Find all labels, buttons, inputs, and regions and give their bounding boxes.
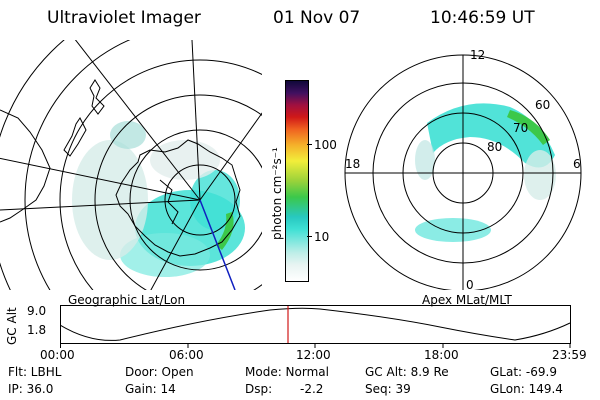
mlat-label-60: 60 <box>535 98 550 112</box>
mode-status: Mode: Normal <box>245 365 329 379</box>
header-time: 10:46:59 UT <box>430 8 535 28</box>
mlat-label-70: 70 <box>513 121 528 135</box>
mlt-label-12: 12 <box>470 48 485 62</box>
altitude-ytick-max: 9.0 <box>27 304 47 318</box>
mlt-label-0: 0 <box>466 278 474 290</box>
altitude-plot <box>60 305 571 348</box>
altitude-ylabel: GC Alt <box>5 307 19 345</box>
mlt-label-6: 6 <box>573 157 581 171</box>
latitude-circles <box>0 40 262 290</box>
xtick-0000: 00:00 <box>40 348 75 362</box>
header-date: 01 Nov 07 <box>273 8 361 28</box>
altitude-ytick-min: 1.8 <box>27 323 47 337</box>
colorbar-label-10: 10 <box>314 230 330 244</box>
magnetic-polar-map: 12 18 6 0 60 70 80 <box>344 48 582 290</box>
xtick-1800: 18:00 <box>424 348 459 362</box>
glon-status: GLon: 149.4 <box>490 382 563 396</box>
filter-status: Flt: LBHL <box>8 365 62 379</box>
noon-meridian-line <box>199 199 236 290</box>
colorbar <box>285 80 309 282</box>
mlt-label-18: 18 <box>345 157 360 171</box>
island-coastline <box>89 79 105 115</box>
colorbar-tick-10 <box>307 236 312 237</box>
dsp-value: -2.2 <box>300 382 324 396</box>
longitude-lines <box>0 40 262 290</box>
sequence-status: Seq: 39 <box>365 382 411 396</box>
instrument-title: Ultraviolet Imager <box>47 8 201 28</box>
xtick-2359: 23:59 <box>552 348 587 362</box>
aurora-emission-geo <box>72 121 245 277</box>
gc-altitude-status: GC Alt: 8.9 Re <box>365 365 449 379</box>
dsp-label: Dsp: <box>245 382 273 396</box>
left-map-caption: Geographic Lat/Lon <box>68 293 186 307</box>
right-map-caption: Apex MLat/MLT <box>422 293 512 307</box>
gain-status: Gain: 14 <box>125 382 176 396</box>
colorbar-label-100: 100 <box>314 138 337 152</box>
xtick-0600: 06:00 <box>169 348 204 362</box>
xtick-1200: 12:00 <box>296 348 331 362</box>
door-status: Door: Open <box>125 365 194 379</box>
ip-status: IP: 36.0 <box>8 382 54 396</box>
colorbar-tick-100 <box>307 144 312 145</box>
altitude-curve <box>60 307 571 341</box>
altitude-xticks <box>60 343 571 348</box>
glat-status: GLat: -69.9 <box>490 365 557 379</box>
aurora-emission-mag <box>415 103 556 242</box>
mlat-label-80: 80 <box>487 140 502 154</box>
colorbar-units: photon cm⁻²s⁻¹ <box>270 147 284 240</box>
coastline <box>115 139 241 257</box>
geographic-map <box>0 40 262 290</box>
